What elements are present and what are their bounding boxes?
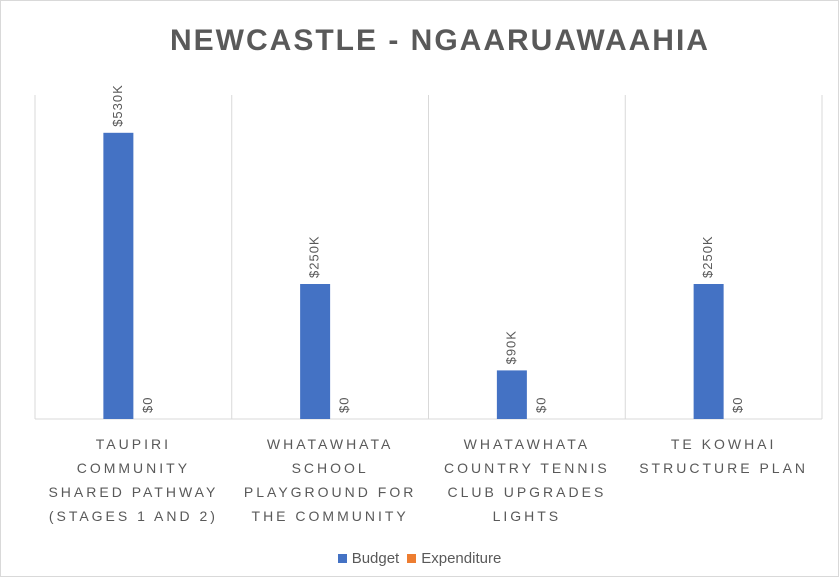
x-tick-label: WHATAWHATA COUNTRY TENNIS CLUB UPGRADES … bbox=[444, 436, 610, 524]
legend-label: Expenditure bbox=[421, 550, 502, 567]
legend-item: Expenditure bbox=[407, 550, 501, 567]
legend: Budget Expenditure bbox=[0, 550, 839, 567]
bar bbox=[496, 370, 527, 419]
value-label: $250K bbox=[307, 235, 322, 278]
x-tick-label: TAUPIRI COMMUNITY SHARED PATHWAY (STAGES… bbox=[48, 436, 219, 524]
value-label: $250K bbox=[700, 235, 715, 278]
value-label: $530K bbox=[110, 84, 125, 127]
x-tick-label: TE KOWHAI STRUCTURE PLAN bbox=[639, 436, 809, 476]
value-label: $0 bbox=[140, 397, 155, 413]
value-label: $0 bbox=[337, 397, 352, 413]
value-label: $0 bbox=[533, 397, 548, 413]
legend-label: Budget bbox=[351, 550, 400, 567]
legend-swatch bbox=[407, 554, 417, 563]
legend-swatch bbox=[337, 554, 347, 563]
bar bbox=[693, 284, 724, 419]
chart-title: NEWCASTLE - NGAARUAWAAHIA bbox=[170, 24, 710, 57]
bar bbox=[300, 284, 331, 419]
value-label: $0 bbox=[730, 397, 745, 413]
x-tick-label: WHATAWHATA SCHOOL PLAYGROUND FOR THE COM… bbox=[243, 436, 417, 524]
legend-item: Budget bbox=[337, 550, 400, 567]
bar bbox=[103, 132, 134, 420]
value-label: $90K bbox=[503, 330, 518, 364]
